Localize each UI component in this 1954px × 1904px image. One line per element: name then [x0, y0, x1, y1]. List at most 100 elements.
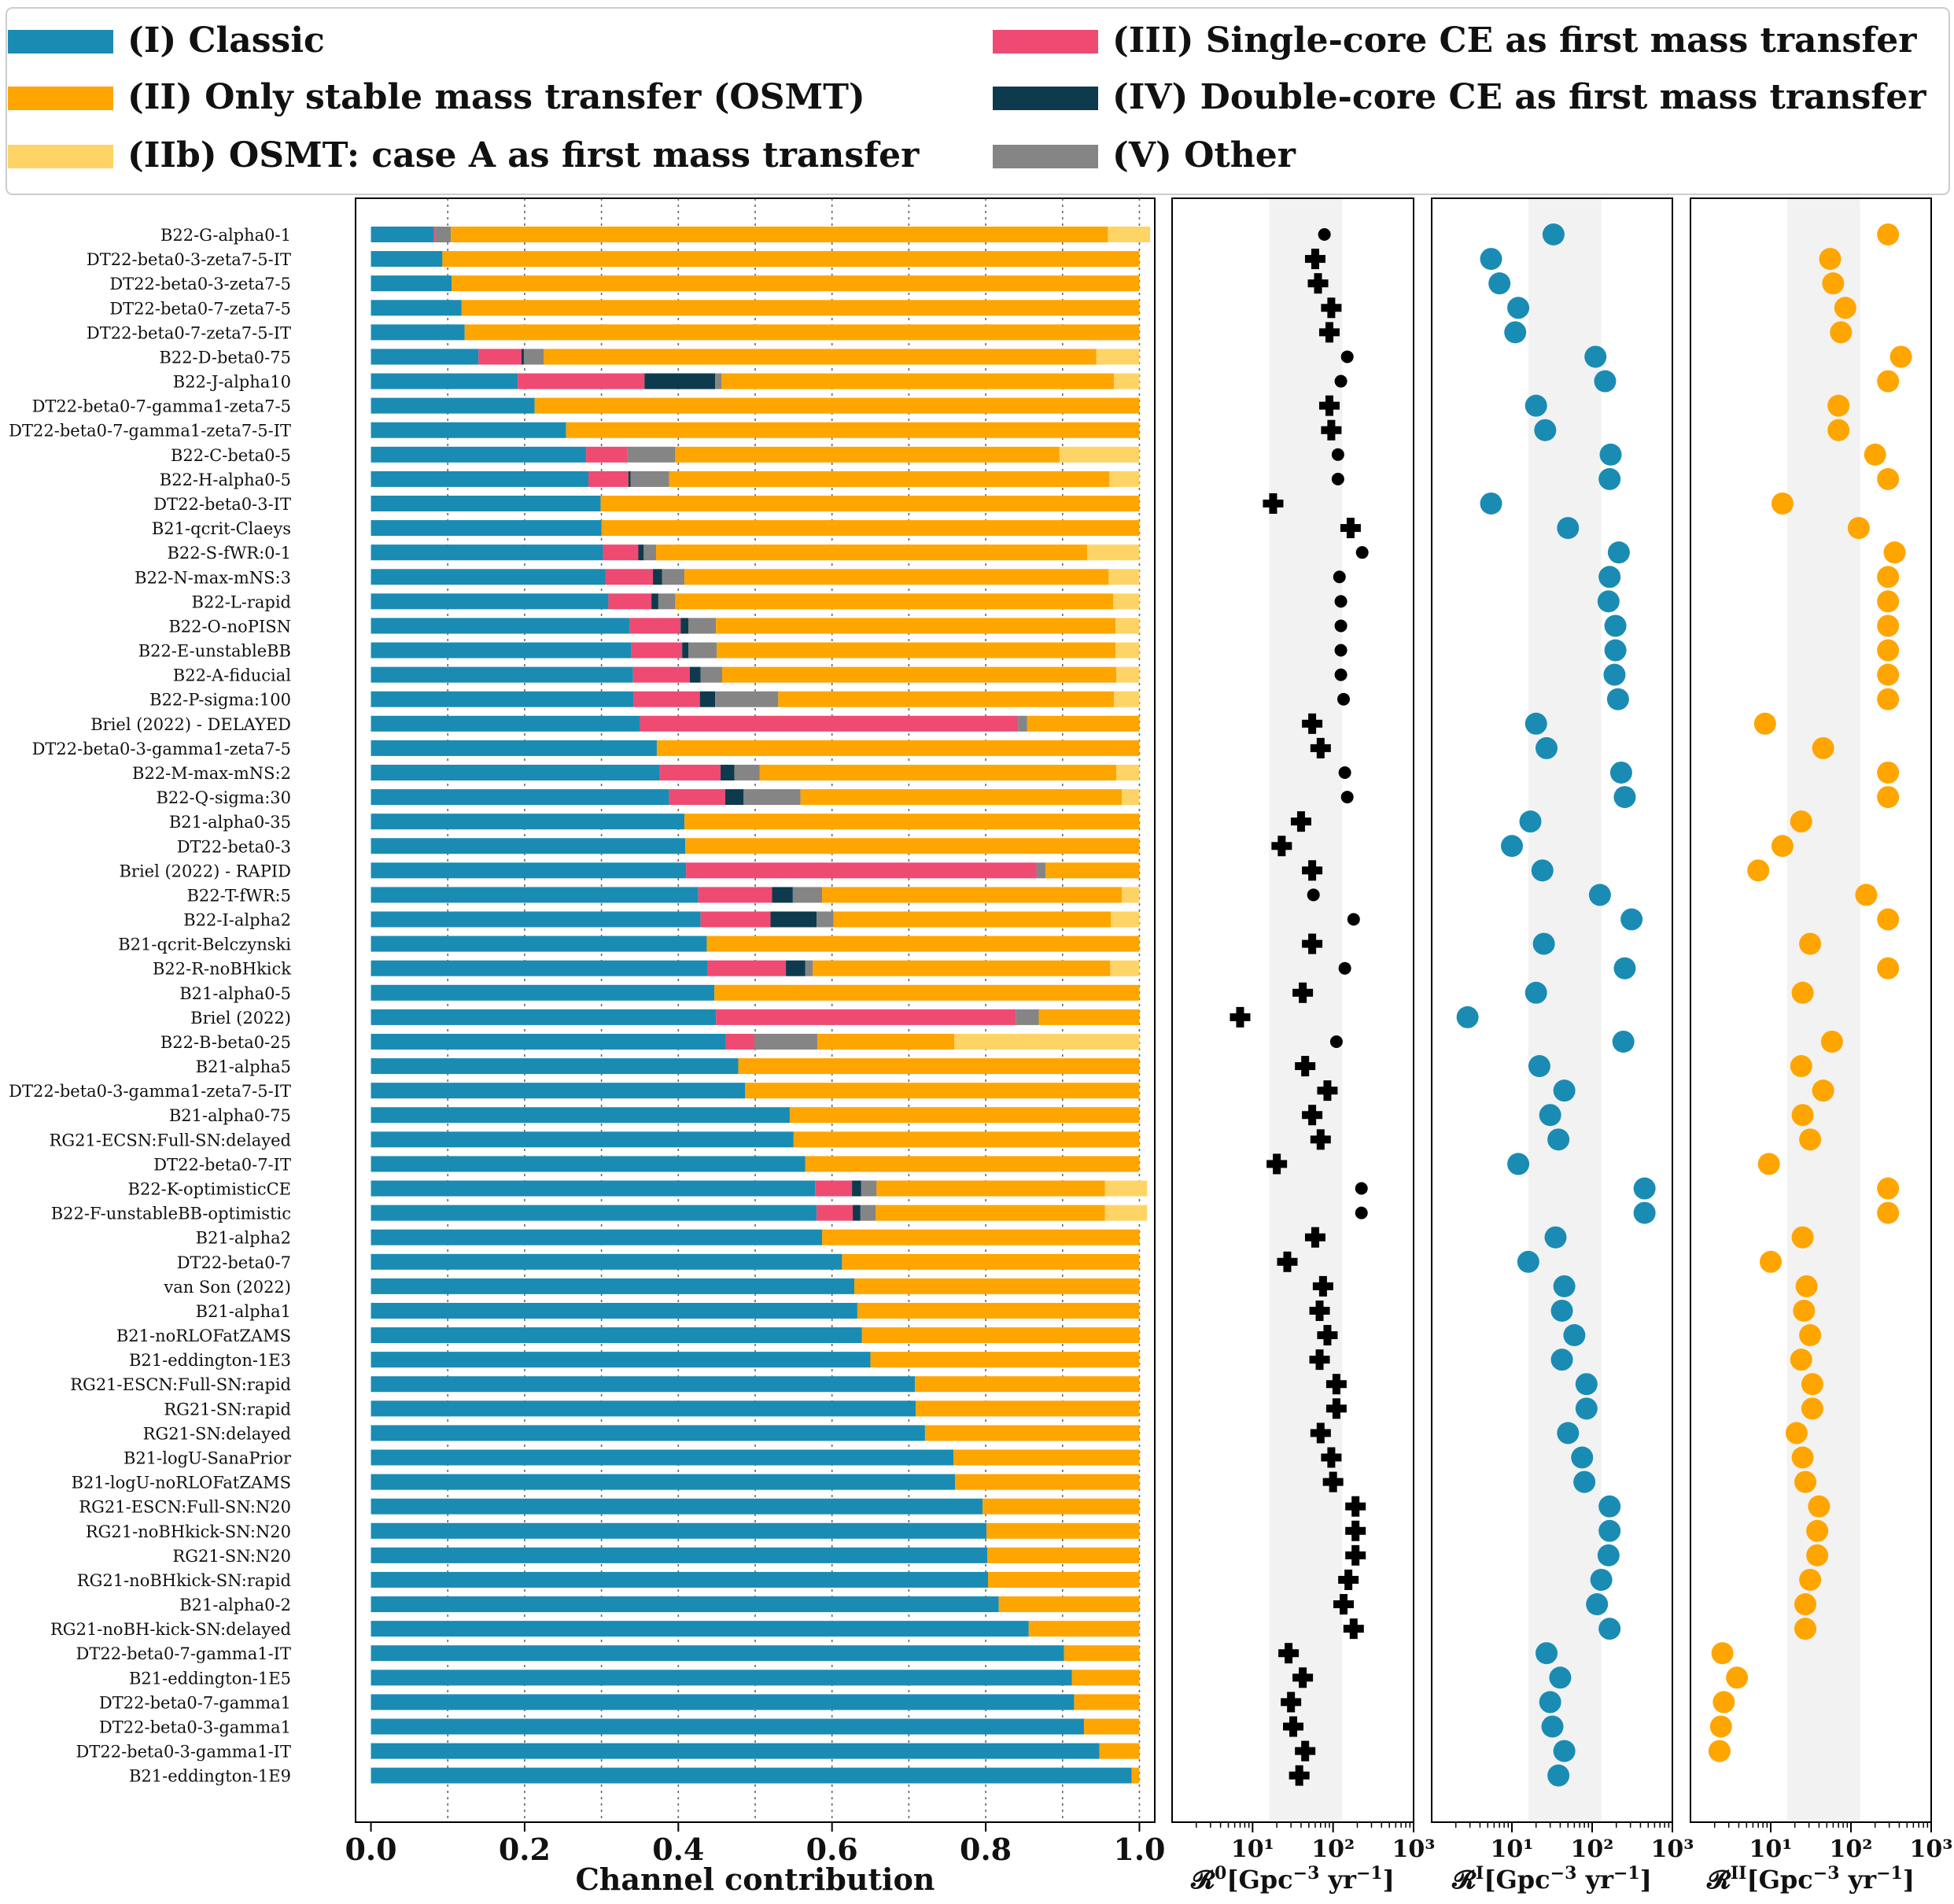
plus-bar-v — [1277, 836, 1286, 857]
rate-marker-plus — [1290, 811, 1311, 832]
bar-seg-III-33 — [725, 1033, 755, 1050]
category-label: B21-alpha1 — [196, 1302, 291, 1321]
bar-seg-I-11 — [371, 495, 601, 511]
rate-xlabel: 𝓡0[Gpc−3 yr−1] — [1190, 1863, 1395, 1895]
bar-seg-II-4 — [464, 324, 1140, 341]
rate-marker-dot — [1307, 888, 1320, 902]
rate-marker-circle — [1553, 1740, 1576, 1762]
bar-seg-III-14 — [605, 569, 654, 585]
bar-xtick-label: 0.0 — [345, 1832, 396, 1867]
bar-seg-V-10 — [630, 470, 669, 487]
rate-marker-circle — [1542, 223, 1565, 245]
rate-marker-circle — [1747, 859, 1770, 882]
category-label: van Son (2022) — [163, 1278, 291, 1297]
rate-marker-circle — [1613, 786, 1636, 809]
rate-marker-circle — [1598, 1495, 1621, 1518]
bar-seg-II-57 — [1028, 1621, 1140, 1637]
category-label: B22-G-alpha0-1 — [160, 226, 291, 245]
rate-marker-circle — [1480, 248, 1502, 271]
rate-marker-circle — [1790, 1349, 1812, 1371]
category-label: DT22-beta0-3-zeta7-5 — [109, 275, 291, 293]
bar-seg-V-26 — [1036, 862, 1046, 879]
bar-seg-IIb-15 — [1113, 593, 1140, 610]
bar-seg-II-56 — [998, 1596, 1140, 1613]
rate-marker-circle — [1488, 272, 1511, 295]
rate-marker-plus — [1318, 395, 1340, 416]
bar-seg-IV-28 — [770, 911, 817, 928]
category-label: DT22-beta0-7 — [177, 1253, 291, 1272]
rate-marker-circle — [1612, 1030, 1635, 1053]
bar-seg-II-6 — [721, 373, 1115, 389]
rate-marker-circle — [1524, 981, 1547, 1004]
bar-seg-II-61 — [1084, 1718, 1140, 1735]
bar-seg-II-37 — [793, 1131, 1140, 1148]
rate-marker-circle — [1606, 688, 1629, 710]
bar-seg-I-47 — [371, 1376, 916, 1393]
category-label: B22-S-fWR:0-1 — [167, 544, 291, 563]
category-label: RG21-SN:delayed — [143, 1424, 291, 1443]
plus-bar-v — [1299, 982, 1307, 1003]
bar-seg-V-20 — [1018, 715, 1027, 732]
rate-marker-circle — [1847, 517, 1870, 540]
category-label: B21-logU-SanaPrior — [124, 1449, 292, 1468]
bar-seg-II-63 — [1131, 1767, 1140, 1784]
plus-bar-v — [1296, 811, 1305, 832]
rate-marker-circle — [1827, 419, 1850, 441]
rate-marker-circle — [1794, 1593, 1816, 1616]
plus-bar-v — [1323, 1325, 1332, 1346]
bar-xtick-label: 0.6 — [806, 1832, 858, 1867]
rate-marker-dot — [1355, 1182, 1368, 1195]
legend-swatch-III — [993, 30, 1098, 54]
rate-marker-circle — [1535, 1642, 1558, 1665]
bar-seg-IIb-5 — [1096, 349, 1140, 365]
category-label: B22-K-optimisticCE — [128, 1180, 291, 1199]
rate-marker-circle — [1597, 1544, 1620, 1566]
rate-marker-plus — [1292, 982, 1314, 1003]
legend-label-I: (I) Classic — [127, 20, 325, 61]
rate-xlabel-exp2: −1 — [1356, 1863, 1383, 1884]
rate-marker-circle — [1598, 566, 1621, 589]
rate-marker-dot — [1331, 472, 1344, 485]
rate-marker-circle — [1547, 1764, 1570, 1787]
category-label: RG21-noBH-kick-SN:delayed — [50, 1620, 291, 1639]
bar-seg-III-16 — [629, 618, 681, 634]
rate-tick-label: 10¹ — [1491, 1836, 1534, 1863]
bar-seg-IV-23 — [724, 789, 744, 806]
bar-seg-I-49 — [371, 1425, 925, 1441]
rate-marker-plus — [1333, 1594, 1355, 1615]
rate-marker-plus — [1325, 1398, 1347, 1419]
bar-seg-IV-30 — [786, 960, 806, 976]
rate-marker-circle — [1517, 1250, 1539, 1273]
category-label: B22-E-unstableBB — [138, 642, 291, 661]
rate-xlabel-unit: [Gpc — [1484, 1865, 1550, 1895]
bar-seg-IV-27 — [772, 887, 793, 903]
rate-xlabel-symbol: 𝓡 — [1451, 1865, 1477, 1895]
bar-seg-II-30 — [813, 960, 1111, 976]
rate-marker-circle — [1573, 1470, 1596, 1493]
rate-marker-plus — [1310, 1129, 1331, 1150]
bar-seg-II-14 — [684, 569, 1109, 585]
rate-shaded-band — [1269, 198, 1343, 1822]
bar-seg-I-34 — [371, 1058, 739, 1075]
legend-label-V: (V) Other — [1112, 135, 1296, 175]
bar-seg-III-15 — [608, 593, 652, 610]
rate-marker-dot — [1340, 791, 1354, 804]
rate-marker-circle — [1571, 1446, 1594, 1469]
rate-marker-plus — [1343, 1618, 1364, 1640]
plus-bar-v — [1311, 1227, 1319, 1248]
rate-marker-plus — [1312, 1275, 1333, 1297]
rate-marker-circle — [1812, 736, 1834, 759]
rate-marker-circle — [1790, 810, 1812, 833]
rate-marker-circle — [1598, 1618, 1621, 1640]
bar-seg-II-29 — [706, 935, 1140, 952]
bar-seg-I-59 — [371, 1670, 1072, 1686]
bar-seg-IV-17 — [682, 642, 689, 659]
category-label: Briel (2022) - DELAYED — [90, 715, 291, 734]
bar-seg-IIb-14 — [1108, 569, 1140, 585]
rate-marker-circle — [1877, 639, 1900, 662]
bar-seg-IIb-33 — [954, 1033, 1140, 1050]
bar-seg-V-17 — [688, 642, 717, 659]
bar-seg-II-58 — [1064, 1645, 1140, 1662]
rate-marker-circle — [1535, 736, 1558, 759]
